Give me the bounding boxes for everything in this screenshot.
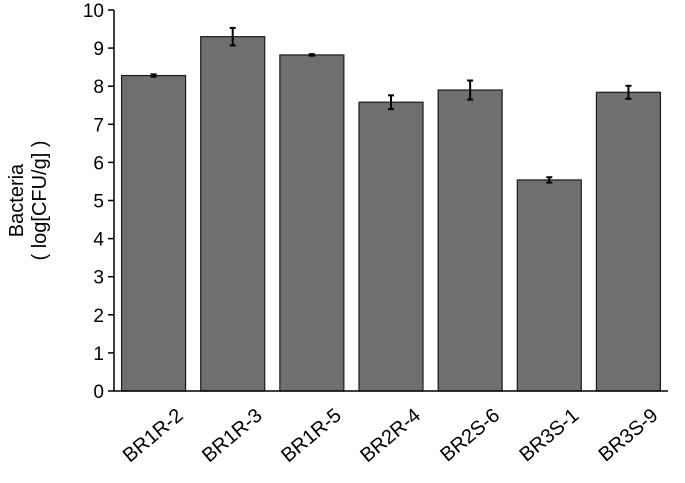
bars-group [120,36,662,392]
y-tick-label: 4 [93,230,104,251]
x-category-label: BR1R-3 [198,404,267,467]
y-ticks-group: 0 1 2 3 4 5 6 7 8 9 10 [83,1,114,403]
y-tick-label: 2 [93,306,104,327]
y-tick-label: 8 [93,77,104,98]
y-tick-label: 7 [93,115,104,136]
y-tick-label: 9 [93,39,104,60]
x-labels-group: BR1R-2 BR1R-3 BR1R-5 BR2R-4 BR2S-6 BR3S-1 BR3S… [119,404,662,467]
x-category-label: BR2R-4 [356,404,425,467]
y-tick-label: 6 [93,153,104,174]
y-tick-label: 10 [83,1,104,22]
bar-br2r-4 [358,101,424,392]
bar-br2s-6 [437,89,503,392]
bar-br1r-2 [120,74,187,392]
x-category-label: BR2S-6 [436,404,504,466]
y-axis-title-line1: Bacteria [6,163,28,237]
bar-br1r-3 [200,36,266,392]
x-category-label: BR1R-5 [277,404,346,467]
error-bars-group [150,26,632,184]
x-category-label: BR1R-2 [119,404,188,467]
y-tick-label: 5 [93,192,104,213]
bar-br1r-5 [279,54,345,392]
y-tick-label: 0 [93,382,104,403]
x-category-label: BR3S-1 [515,404,583,466]
y-tick-label: 3 [93,268,104,289]
x-category-label: BR3S-9 [595,404,663,466]
bar-br3s-1 [516,179,582,392]
y-axis-title-line2: ( log[CFU/g] ) [29,140,51,260]
bar-br3s-9 [595,91,662,392]
y-tick-label: 1 [93,344,104,365]
